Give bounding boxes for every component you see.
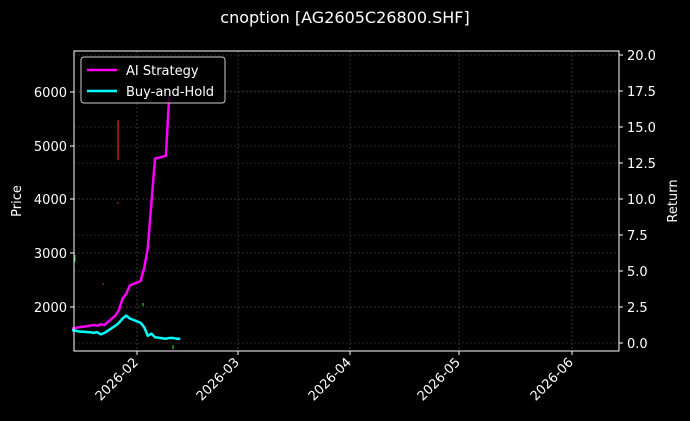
right-tick-label: 17.5 xyxy=(627,85,656,100)
right-tick-label: 20.0 xyxy=(627,49,656,64)
plot-frame xyxy=(73,50,620,352)
right-tick-label: 7.5 xyxy=(627,229,648,244)
right-tick-label: 0.0 xyxy=(627,337,648,352)
chart-title: cnoption [AG2605C26800.SHF] xyxy=(220,8,470,27)
series-line-buy-and-hold xyxy=(71,314,181,340)
left-tick-label: 5000 xyxy=(34,140,67,155)
right-tick-label: 12.5 xyxy=(627,157,656,172)
left-tick-label: 6000 xyxy=(34,86,67,101)
x-tick-label: 2026-05 xyxy=(415,355,464,404)
x-tick-label: 2026-03 xyxy=(194,355,243,404)
left-tick-label: 2000 xyxy=(34,301,67,316)
right-tick-label: 15.0 xyxy=(627,121,656,136)
x-tick-label: 2026-02 xyxy=(93,355,142,404)
series-lines xyxy=(71,90,181,340)
left-axis: 6000 5000 4000 3000 2000 xyxy=(34,86,74,316)
right-axis-label: Return xyxy=(666,179,681,222)
series-line-ai-strategy xyxy=(71,90,171,330)
x-tick-label: 2026-06 xyxy=(528,355,577,404)
left-tick-label: 4000 xyxy=(34,193,67,208)
grid-lines xyxy=(74,51,619,351)
right-tick-label: 10.0 xyxy=(627,193,656,208)
x-tick-label: 2026-04 xyxy=(306,355,355,404)
legend-label-ai-strategy: AI Strategy xyxy=(126,64,199,79)
left-axis-label: Price xyxy=(10,185,25,217)
right-tick-label: 2.5 xyxy=(627,301,648,316)
legend-label-buy-and-hold: Buy-and-Hold xyxy=(126,85,214,100)
x-axis: 2026-02 2026-03 2026-04 2026-05 2026-06 xyxy=(93,351,577,404)
legend: AI Strategy Buy-and-Hold xyxy=(80,56,226,104)
price-candles xyxy=(74,120,174,349)
right-axis: 20.0 17.5 15.0 12.5 10.0 7.5 5.0 2.5 0.0 xyxy=(619,49,656,352)
left-tick-label: 3000 xyxy=(34,247,67,262)
right-tick-label: 5.0 xyxy=(627,265,648,280)
